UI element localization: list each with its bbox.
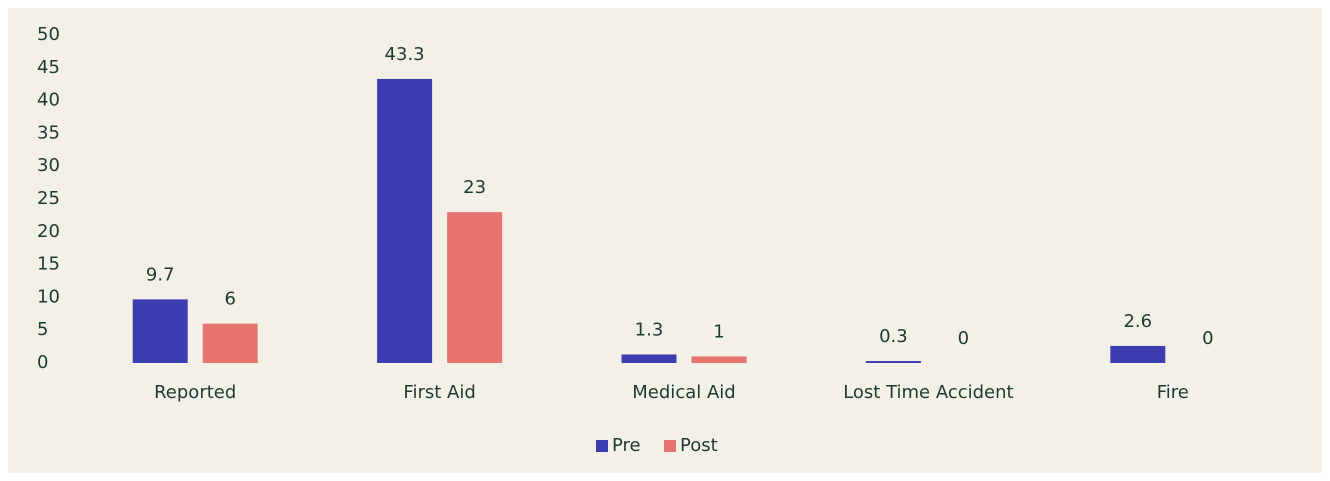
x-tick-label: First Aid: [403, 382, 475, 403]
legend-label: Pre: [612, 435, 641, 456]
y-tick-label: 20: [37, 221, 60, 242]
y-tick-label: 35: [37, 122, 60, 143]
legend-swatch: [596, 440, 608, 452]
y-tick-label: 40: [37, 90, 60, 111]
bar: [202, 323, 258, 363]
bar: [377, 78, 433, 364]
y-tick-label: 45: [37, 57, 60, 78]
value-label: 9.7: [146, 264, 175, 285]
chart-background: [8, 8, 1322, 473]
bar: [132, 299, 188, 363]
y-tick-label: 50: [37, 24, 60, 45]
value-label: 0: [958, 328, 969, 349]
y-tick-label: 5: [37, 319, 48, 340]
y-tick-label: 0: [37, 352, 48, 373]
value-label: 43.3: [385, 44, 425, 65]
value-label: 0.3: [879, 326, 908, 347]
bar: [621, 354, 677, 363]
y-tick-label: 30: [37, 155, 60, 176]
bar: [1110, 345, 1166, 363]
legend-swatch: [664, 440, 676, 452]
bar: [865, 361, 921, 363]
value-label: 2.6: [1123, 311, 1152, 332]
value-label: 0: [1202, 328, 1213, 349]
y-tick-label: 10: [37, 286, 60, 307]
bar: [691, 356, 747, 363]
legend-label: Post: [680, 435, 718, 456]
y-tick-label: 25: [37, 188, 60, 209]
x-tick-label: Fire: [1157, 382, 1189, 403]
value-label: 23: [463, 177, 486, 198]
bar: [447, 212, 503, 363]
x-tick-label: Lost Time Accident: [843, 382, 1013, 403]
value-label: 6: [224, 289, 235, 310]
y-tick-label: 15: [37, 254, 60, 275]
x-tick-label: Medical Aid: [632, 382, 735, 403]
x-tick-label: Reported: [154, 382, 236, 403]
value-label: 1.3: [635, 319, 664, 340]
value-label: 1: [713, 321, 724, 342]
